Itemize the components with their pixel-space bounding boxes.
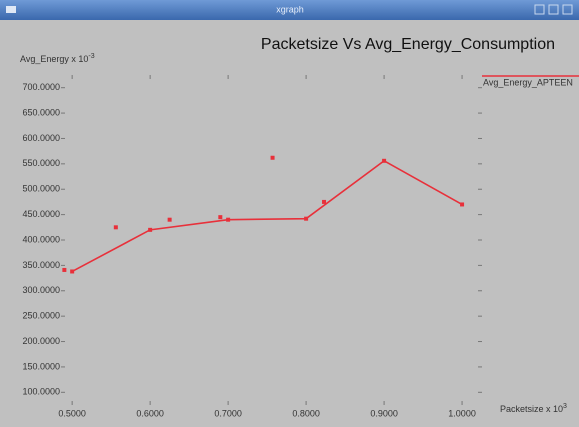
data-point xyxy=(70,269,75,274)
x-tick-label: 1.0000 xyxy=(448,408,476,418)
legend-label: Avg_Energy_APTEEN xyxy=(483,77,573,87)
x-tick-label: 0.7000 xyxy=(214,408,242,418)
x-axis-label-text: Packetsize x 10 xyxy=(500,404,563,414)
marker xyxy=(218,215,223,220)
y-tick-label: 100.0000 xyxy=(22,387,60,397)
y-axis-label-text: Avg_Energy x 10 xyxy=(20,54,88,64)
y-tick-label: 550.0000 xyxy=(22,158,60,168)
window-menu-button[interactable] xyxy=(6,6,16,13)
marker xyxy=(62,267,67,272)
y-tick-label: 150.0000 xyxy=(22,361,60,371)
y-tick-label: 200.0000 xyxy=(22,336,60,346)
data-point xyxy=(460,202,465,207)
chart-title: Packetsize Vs Avg_Energy_Consumption xyxy=(261,36,555,53)
x-axis-label-exponent: 3 xyxy=(563,403,567,410)
title-bar xyxy=(0,0,579,20)
y-tick-label: 400.0000 xyxy=(22,234,60,244)
y-tick-label: 700.0000 xyxy=(22,82,60,92)
close-button[interactable] xyxy=(562,4,573,15)
y-tick-label: 350.0000 xyxy=(22,260,60,270)
y-tick-label: 500.0000 xyxy=(22,184,60,194)
series-line xyxy=(71,159,463,273)
minimize-button[interactable] xyxy=(534,4,545,15)
y-tick-label: 250.0000 xyxy=(22,311,60,321)
x-tick-label: 0.9000 xyxy=(370,408,398,418)
y-tick-label: 650.0000 xyxy=(22,107,60,117)
data-point xyxy=(382,158,387,163)
data-point xyxy=(226,217,231,222)
y-tick-label: 300.0000 xyxy=(22,285,60,295)
window-title: xgraph xyxy=(276,4,304,14)
marker xyxy=(167,217,172,222)
marker xyxy=(270,155,275,160)
y-axis-label-exponent: -3 xyxy=(88,53,94,60)
y-axis-label: Avg_Energy x 10-3 xyxy=(20,53,95,65)
x-tick-label: 0.5000 xyxy=(58,408,86,418)
maximize-button[interactable] xyxy=(548,4,559,15)
y-tick-label: 600.0000 xyxy=(22,133,60,143)
x-tick-label: 0.8000 xyxy=(292,408,320,418)
x-axis-label: Packetsize x 103 xyxy=(500,403,567,415)
marker xyxy=(113,225,118,230)
marker xyxy=(322,199,327,204)
data-point xyxy=(304,216,309,221)
x-tick-label: 0.6000 xyxy=(136,408,164,418)
y-tick-label: 450.0000 xyxy=(22,209,60,219)
data-point xyxy=(148,227,153,232)
